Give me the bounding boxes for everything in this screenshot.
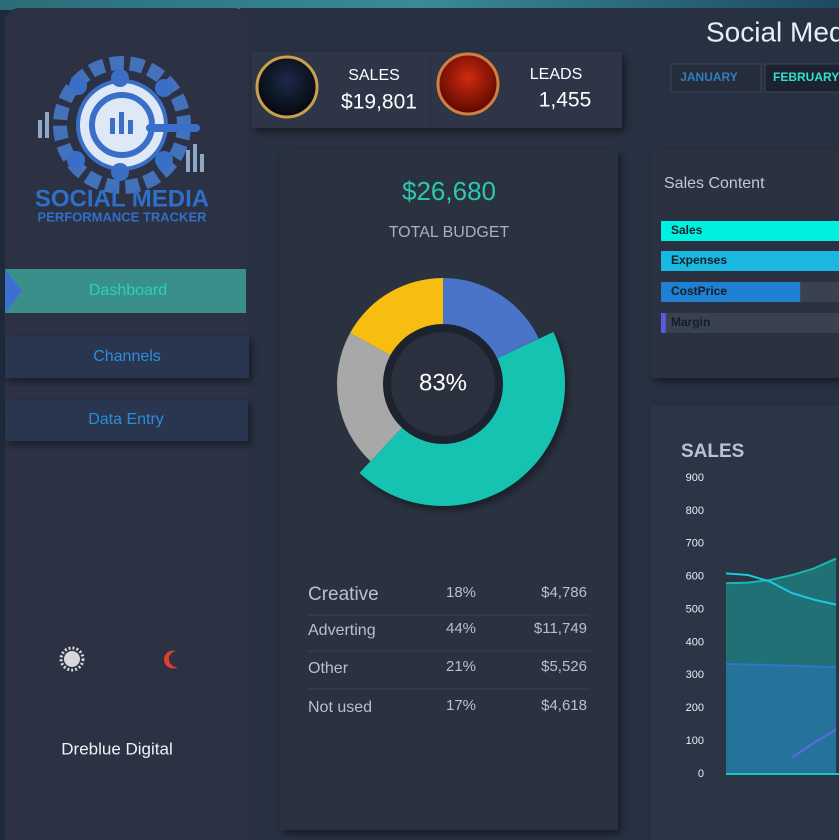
chart-title: $26,680 <box>402 176 496 206</box>
bar-label: Margin <box>671 315 710 329</box>
month-button[interactable] <box>670 63 762 93</box>
nav-arrow <box>5 269 22 313</box>
kpi-value: $19,801 <box>341 91 417 114</box>
budget-amount: $4,618 <box>541 697 587 714</box>
y-tick-label: 500 <box>686 603 704 615</box>
page-title: Social Med <box>706 16 839 47</box>
series-line <box>725 662 837 669</box>
bar <box>661 282 801 302</box>
y-tick-label: 300 <box>686 669 704 681</box>
bar-label: Sales <box>671 223 703 237</box>
chart-subtitle: TOTAL BUDGET <box>389 224 510 241</box>
logo <box>38 56 204 194</box>
bar-label: Expenses <box>671 253 727 267</box>
bar <box>661 221 839 241</box>
logo-subtitle: PERFORMANCE TRACKER <box>38 209 208 224</box>
y-tick-label: 800 <box>686 505 704 517</box>
kpi-gauge <box>255 55 319 119</box>
budget-category: Not used <box>308 699 372 716</box>
budget-percent: 21% <box>446 658 476 675</box>
y-tick-label: 0 <box>698 768 704 780</box>
series-line <box>725 557 837 585</box>
budget-percent: 17% <box>446 697 476 714</box>
chart-title: SALES <box>681 441 744 462</box>
nav-item[interactable]: Dashboard <box>89 282 167 299</box>
top-glow <box>0 0 839 10</box>
kpi-label: SALES <box>348 67 400 84</box>
budget-amount: $4,786 <box>541 584 587 601</box>
y-tick-label: 900 <box>686 472 704 484</box>
budget-amount: $11,749 <box>534 620 587 637</box>
nav-button[interactable] <box>5 400 248 441</box>
budget-category: Other <box>308 660 349 677</box>
nav-button[interactable] <box>5 336 249 378</box>
month-button[interactable] <box>764 63 839 93</box>
month-label[interactable]: FEBRUARY <box>773 70 839 84</box>
y-tick-label: 400 <box>686 636 704 648</box>
area-fill <box>726 663 836 774</box>
footer-brand: Dreblue Digital <box>61 739 173 758</box>
budget-category: Adverting <box>308 622 376 639</box>
series-line <box>725 572 837 606</box>
kpi-value: 1,455 <box>539 89 592 112</box>
series-line <box>791 728 837 759</box>
budget-percent: 18% <box>446 584 476 601</box>
kpi-label: LEADS <box>530 66 582 83</box>
sales-chart-panel <box>651 405 839 840</box>
nav-active-bg[interactable] <box>5 269 246 313</box>
donut-segment <box>350 278 443 357</box>
bar <box>661 313 666 333</box>
y-tick-label: 100 <box>686 735 704 747</box>
y-tick-label: 600 <box>686 571 704 583</box>
bar-label: CostPrice <box>671 284 727 298</box>
chart-title: Sales Content <box>664 175 765 192</box>
nav-item[interactable]: Channels <box>93 348 161 365</box>
budget-category: Creative <box>308 584 379 605</box>
budget-amount: $5,526 <box>541 658 587 675</box>
center-label: 83% <box>419 369 467 396</box>
nav-item[interactable]: Data Entry <box>88 411 164 428</box>
donut-center <box>391 332 495 436</box>
month-label[interactable]: JANUARY <box>680 70 738 84</box>
donut-segment <box>443 278 539 360</box>
bar-track <box>661 313 839 333</box>
y-tick-label: 200 <box>686 702 704 714</box>
y-tick-label: 700 <box>686 538 704 550</box>
bar <box>661 251 839 271</box>
moon-icon[interactable] <box>164 650 178 669</box>
kpi-gauge <box>436 52 500 116</box>
donut-segment <box>359 332 565 506</box>
budget-percent: 44% <box>446 620 476 637</box>
logo-title: SOCIAL MEDIA <box>35 185 209 212</box>
sun-icon[interactable] <box>59 646 85 672</box>
